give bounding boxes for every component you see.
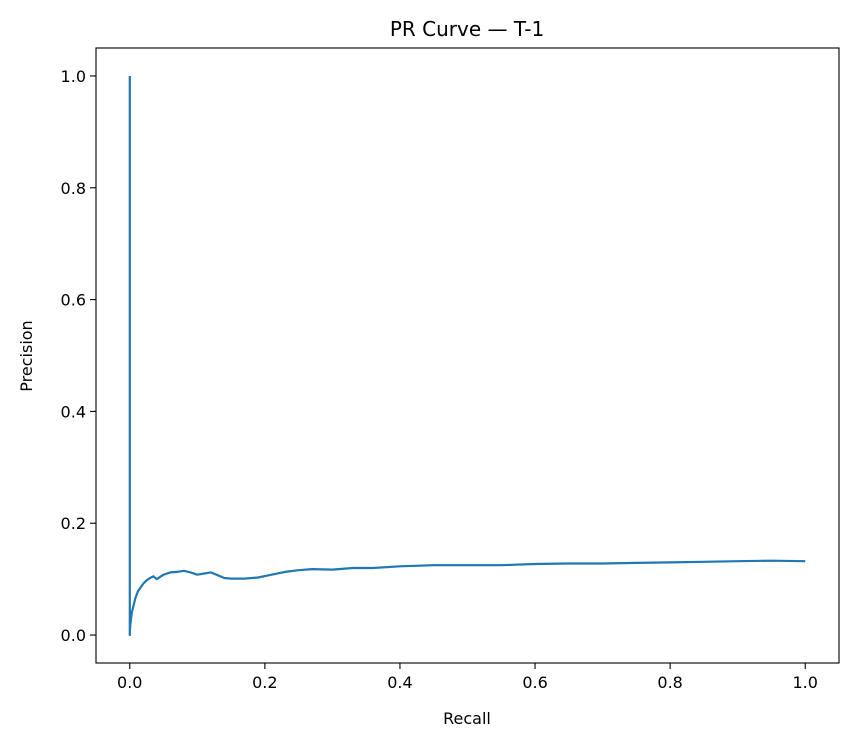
- y-tick-label: 0.0: [61, 626, 86, 645]
- axes-frame: [95, 47, 840, 664]
- x-tick-label: 0.4: [387, 673, 412, 692]
- x-axis: 0.0 0.2 0.4 0.6 0.8 1.0: [117, 663, 818, 692]
- y-tick-label: 1.0: [61, 67, 86, 86]
- chart-title: PR Curve — T-1: [390, 17, 544, 41]
- y-tick-label: 0.4: [61, 402, 86, 421]
- pr-curve-line: [128, 76, 806, 637]
- x-tick-label: 0.2: [252, 673, 277, 692]
- x-axis-label: Recall: [443, 709, 491, 728]
- y-tick-label: 0.6: [61, 291, 86, 310]
- x-tick-label: 0.8: [657, 673, 682, 692]
- y-axis: 0.0 0.2 0.4 0.6 0.8 1.0: [61, 67, 96, 645]
- y-tick-label: 0.8: [61, 179, 86, 198]
- y-tick-label: 0.2: [61, 514, 86, 533]
- y-axis-label: Precision: [17, 320, 36, 391]
- x-tick-label: 0.6: [522, 673, 547, 692]
- plot-area: [128, 76, 806, 637]
- x-tick-label: 1.0: [793, 673, 818, 692]
- x-tick-label: 0.0: [117, 673, 142, 692]
